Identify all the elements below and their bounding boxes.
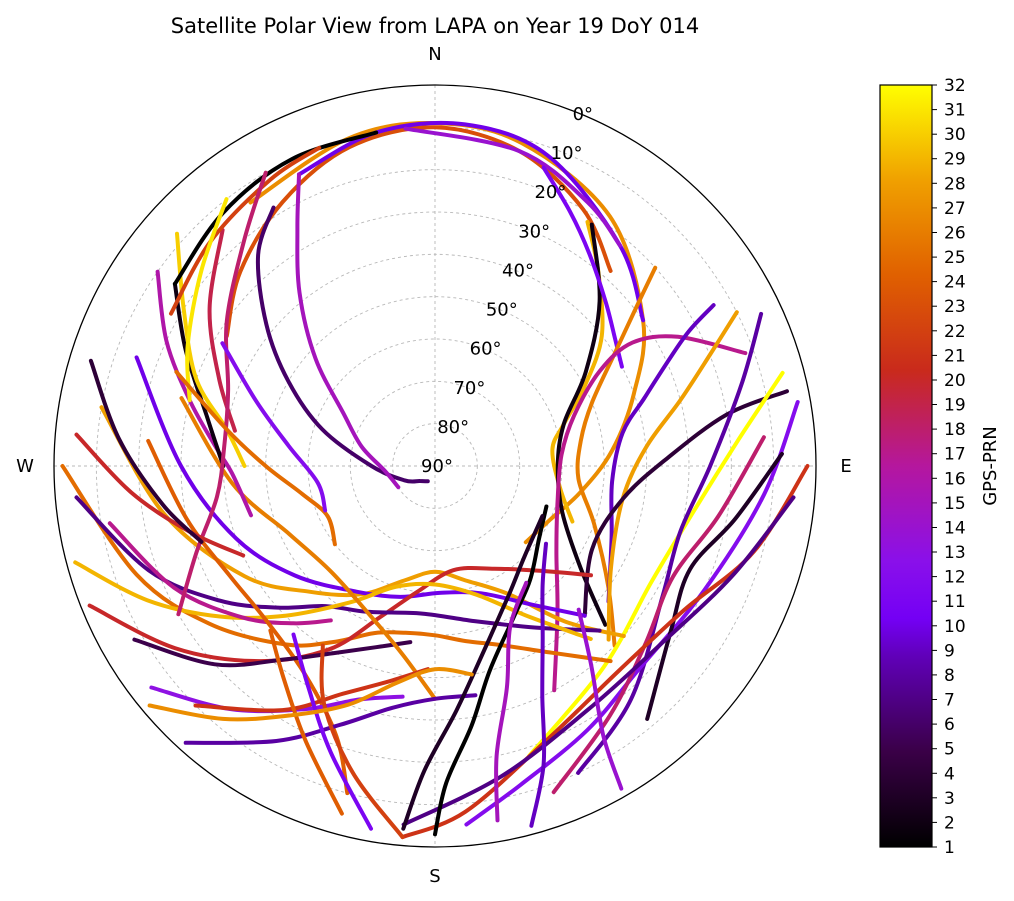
satellite-track-prn-29-24 [73,560,593,641]
satellite-track-prn-28-10 [606,310,739,642]
elevation-tick-label: 80° [437,417,469,438]
satellite-track-prn-9-9 [606,303,716,604]
elevation-tick-label: 90° [421,456,453,477]
colorbar-tick-label: 26 [944,224,966,244]
satellite-track-prn-11-6 [541,165,624,369]
satellite-track-prn-10-21 [134,355,587,618]
plot-outline [53,84,817,848]
satellite-track-prn-26-7 [575,265,658,648]
colorbar-tick-label: 9 [944,641,955,661]
colorbar-tick-label: 2 [944,813,955,833]
satellite-track-prn-3-16 [645,451,784,721]
satellite-track-prn-14-3 [403,126,622,248]
satellite-track-prn-22-37 [319,643,405,840]
colorbar-tick-label: 19 [944,396,966,416]
satellite-track-prn-17-25 [107,521,333,626]
satellite-track-prn-20-51 [74,432,246,558]
satellite-track-prn-27-54 [147,666,474,722]
colorbar-tick-label: 20 [944,371,966,391]
satellite-track-prn-16-39 [155,269,253,518]
elevation-tick-label: 50° [486,300,518,321]
satellite-track-prn-18-47 [176,170,268,617]
satellite-track-prn-12-50 [220,341,328,513]
colorbar-tick-label: 14 [944,519,966,539]
satellite-track-prn-13-28 [149,685,405,714]
satellite-track-prn-11-38 [291,632,373,831]
colorbar-tick-label: 6 [944,715,955,735]
satellite-track-prn-21-30 [193,667,430,713]
colorbar-tick-label: 23 [944,297,966,317]
colorbar-tick-label: 24 [944,273,966,293]
direction-label-east: E [840,456,851,477]
colorbar-tick-label: 12 [944,568,966,588]
colorbar-tick-label: 29 [944,150,966,170]
satellite-track-prn-15-34 [494,580,529,823]
satellite-track-prn-17-8 [552,334,748,693]
satellite-track-prn-7-18 [401,495,796,827]
colorbar-gradient [879,84,933,848]
satellite-track-prn-30-41 [175,231,247,468]
satellite-track-prn-8-13 [576,311,764,775]
satellite-track-prn-25-49 [174,369,337,547]
satellite-track-prn-1-45 [172,130,379,286]
satellite-track-prn-27-1 [248,121,647,545]
elevation-tick-label: 10° [551,143,583,164]
colorbar-tick-label: 3 [944,789,955,809]
satellite-track-prn-2-5 [555,222,608,627]
colorbar-tick-label: 30 [944,125,966,145]
satellite-tracks [60,120,810,840]
colorbar-tick-label: 25 [944,248,966,268]
satellite-track-prn-32-12 [527,370,785,758]
colorbar: 1234567891011121314151617181920212223242… [879,76,1001,858]
colorbar-tick-label: 11 [944,592,966,612]
colorbar-tick-label: 15 [944,494,966,514]
satellite-track-prn-9-35 [529,541,548,828]
colorbar-tick-label: 22 [944,322,966,342]
colorbar-tick-label: 16 [944,469,966,489]
satellite-track-prn-15-44 [295,172,401,490]
elevation-tick-label: 40° [502,260,534,281]
elevation-tick-label: 30° [518,221,550,242]
direction-label-west: W [16,456,34,477]
satellite-track-prn-4-52 [88,358,204,544]
colorbar-tick-label: 27 [944,199,966,219]
direction-label-south: S [429,866,440,887]
colorbar-tick-label: 1 [944,838,955,858]
colorbar-ticks: 1234567891011121314151617181920212223242… [932,76,966,858]
elevation-tick-label: 60° [470,339,502,360]
satellite-track-prn-31-48 [185,197,229,403]
satellite-track-prn-3-33 [401,514,545,831]
satellite-track-prn-26-29 [179,396,437,701]
satellite-track-prn-22-46 [169,145,322,316]
colorbar-tick-label: 17 [944,445,966,465]
satellite-track-prn-1-32 [433,504,549,837]
chart-title: Satellite Polar View from LAPA on Year 1… [171,14,699,38]
satellite-track-prn-23-0 [224,125,613,338]
satellite-track-prn-12-14 [464,400,800,827]
colorbar-tick-label: 31 [944,101,966,121]
colorbar-tick-label: 5 [944,740,955,760]
colorbar-tick-label: 21 [944,346,966,366]
satellite-track-prn-28-20 [99,405,626,638]
satellite-track-prn-2-40 [172,281,226,468]
elevation-tick-label: 70° [453,378,485,399]
satellite-track-prn-4-11 [582,389,789,618]
satellite-track-prn-8-31 [183,693,478,745]
colorbar-tick-label: 10 [944,617,966,637]
colorbar-tick-label: 4 [944,764,955,784]
colorbar-tick-label: 32 [944,76,966,96]
colorbar-tick-label: 8 [944,666,955,686]
satellite-track-prn-6-43 [255,205,430,484]
colorbar-tick-label: 18 [944,420,966,440]
colorbar-tick-label: 13 [944,543,966,563]
direction-label-north: N [428,44,441,65]
colorbar-label: GPS-PRN [980,426,1001,506]
colorbar-tick-label: 28 [944,174,966,194]
colorbar-tick-label: 7 [944,691,955,711]
elevation-tick-label: 20° [534,182,566,203]
satellite-track-prn-14-36 [576,607,624,791]
